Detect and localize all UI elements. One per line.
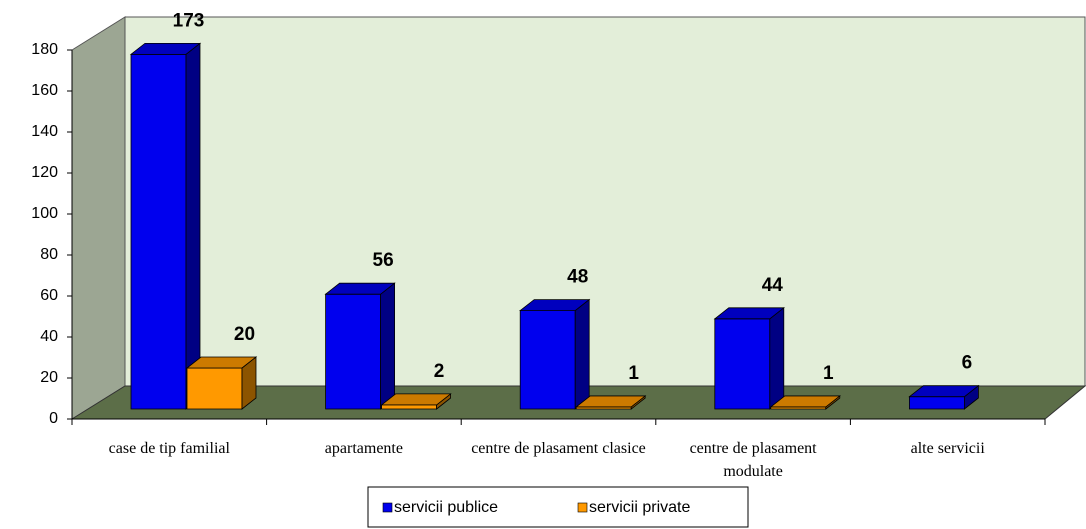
bar-front xyxy=(909,396,965,410)
bar xyxy=(185,356,258,410)
bar-front xyxy=(519,310,576,410)
x-tick-label: centre de plasament modulate xyxy=(689,440,817,480)
bar-side xyxy=(769,306,785,410)
data-label: 1 xyxy=(628,363,639,384)
y-tick-label: 180 xyxy=(31,41,58,58)
data-label: 2 xyxy=(434,361,445,382)
bar xyxy=(129,42,202,410)
legend-label: servicii publice xyxy=(394,499,498,516)
bar xyxy=(380,393,452,410)
bar-front xyxy=(714,318,771,410)
bar-front xyxy=(381,404,438,410)
legend-swatch xyxy=(577,502,588,513)
x-tick-label: apartamente xyxy=(324,440,403,457)
bar-top xyxy=(519,299,591,312)
x-tick-label: centre de plasament clasice xyxy=(471,440,646,457)
bar-side xyxy=(380,282,396,410)
bar xyxy=(908,384,980,410)
y-tick-label: 20 xyxy=(40,369,58,386)
bar-side xyxy=(185,42,201,410)
bar xyxy=(713,306,785,410)
y-tick-label: 60 xyxy=(40,287,58,304)
data-label: 173 xyxy=(173,10,205,31)
y-tick-label: 80 xyxy=(40,246,58,263)
data-label: 20 xyxy=(234,324,255,345)
y-tick-label: 100 xyxy=(31,205,58,222)
legend-label: servicii private xyxy=(589,499,690,516)
data-label: 48 xyxy=(567,267,588,288)
bar xyxy=(519,298,591,410)
data-label: 44 xyxy=(762,275,784,296)
y-tick-label: 160 xyxy=(31,82,58,99)
legend xyxy=(367,486,749,528)
data-label: 56 xyxy=(373,250,394,271)
y-tick-label: 0 xyxy=(49,410,58,427)
y-tick-label: 140 xyxy=(31,123,58,140)
bar xyxy=(324,282,396,410)
bar-front xyxy=(130,53,187,410)
data-label: 6 xyxy=(962,353,973,374)
bar-front xyxy=(325,293,382,410)
bar-side xyxy=(574,298,590,410)
bar-top xyxy=(380,393,452,406)
bar-top xyxy=(185,356,258,369)
bar-top xyxy=(769,395,841,408)
back-wall xyxy=(124,16,1086,387)
bar xyxy=(769,395,841,410)
bar-top xyxy=(908,385,980,398)
y-tick-label: 120 xyxy=(31,164,58,181)
data-label: 1 xyxy=(823,363,834,384)
legend-swatch xyxy=(382,502,393,513)
bar-top xyxy=(324,282,396,295)
x-tick-label: alte servicii xyxy=(910,440,985,457)
bar-front xyxy=(186,367,243,410)
bar-top xyxy=(713,307,785,320)
bar xyxy=(575,395,647,410)
bar-top xyxy=(575,395,647,408)
x-tick-label: case de tip familial xyxy=(108,440,230,457)
y-tick-label: 40 xyxy=(40,328,58,345)
side-wall xyxy=(71,16,126,420)
bar-top xyxy=(129,42,202,55)
